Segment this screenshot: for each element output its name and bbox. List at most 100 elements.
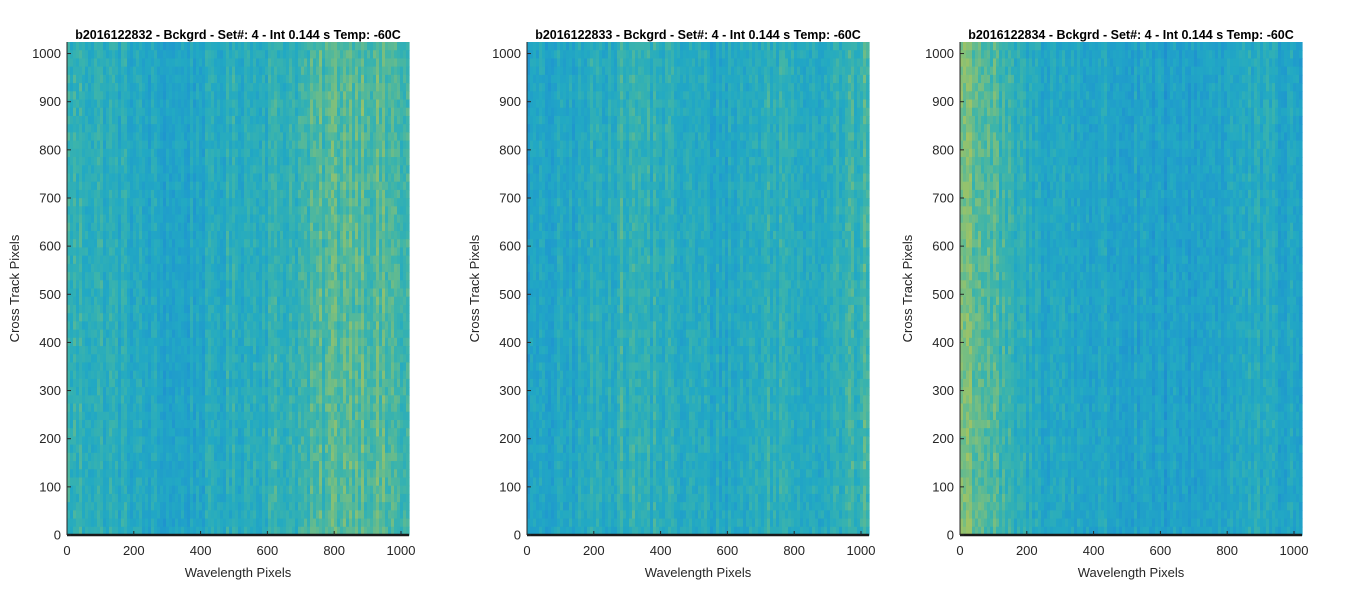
heatmap-cell (121, 477, 125, 487)
heatmap-cell (232, 403, 236, 413)
heatmap-cell (94, 230, 98, 240)
heatmap-cell (139, 132, 143, 142)
heatmap-cell (139, 230, 143, 240)
heatmap-cell (211, 321, 215, 331)
heatmap-cell (244, 157, 248, 166)
heatmap-cell (184, 148, 188, 158)
heatmap-cell (154, 58, 158, 68)
heatmap-cell (217, 362, 221, 372)
heatmap-cell (178, 148, 182, 158)
heatmap-cell (157, 502, 161, 511)
heatmap-cell (103, 329, 107, 339)
heatmap-cell (121, 272, 125, 281)
heatmap-cell (211, 198, 215, 207)
heatmap-cell (91, 91, 95, 101)
heatmap-cell (211, 91, 215, 101)
heatmap-cell (238, 214, 242, 224)
heatmap-cell (235, 214, 239, 224)
heatmap-cell (238, 91, 242, 101)
heatmap-cell (79, 107, 83, 117)
heatmap-cell (253, 296, 257, 306)
heatmap-cell (238, 107, 242, 117)
heatmap-cell (217, 198, 221, 207)
heatmap-cell (241, 124, 245, 133)
heatmap-cell (109, 354, 113, 364)
heatmap-cell (157, 74, 161, 84)
heatmap-cell (166, 132, 170, 142)
heatmap-cell (151, 387, 155, 396)
heatmap-cell (127, 452, 131, 462)
heatmap-cell (85, 280, 89, 290)
heatmap-cell (241, 502, 245, 511)
heatmap-cell (154, 461, 158, 470)
heatmap-cell (199, 198, 203, 207)
heatmap-cell (133, 107, 137, 117)
heatmap-cell (67, 428, 71, 437)
heatmap-cell (205, 403, 209, 413)
heatmap-cell (127, 403, 131, 413)
heatmap-cell (163, 148, 167, 158)
heatmap-cell (82, 74, 86, 84)
heatmap-cell (205, 247, 209, 257)
heatmap-cell (169, 214, 173, 224)
heatmap-cell (211, 140, 215, 150)
heatmap-cell (250, 395, 254, 405)
heatmap-cell (112, 189, 116, 199)
heatmap-cell (166, 485, 170, 495)
heatmap-cell (157, 362, 161, 372)
heatmap-cell (244, 181, 248, 191)
heatmap-cell (241, 99, 245, 109)
heatmap-cell (94, 165, 98, 175)
heatmap-cell (112, 214, 116, 224)
heatmap-cell (100, 411, 104, 421)
heatmap-cell (91, 173, 95, 183)
heatmap-cell (76, 518, 80, 528)
heatmap-cell (217, 387, 221, 396)
heatmap-cell (115, 461, 119, 470)
heatmap-cell (106, 42, 110, 51)
heatmap-cell (220, 419, 224, 429)
heatmap-cell (187, 419, 191, 429)
heatmap-cell (160, 296, 164, 306)
heatmap-cell (130, 91, 134, 101)
heatmap-cell (157, 403, 161, 413)
heatmap-cell (187, 477, 191, 487)
heatmap-cell (160, 189, 164, 199)
heatmap-cell (154, 370, 158, 380)
heatmap-cell (181, 378, 185, 388)
heatmap-cell (175, 198, 179, 207)
heatmap-cell (85, 485, 89, 495)
heatmap-cell (148, 115, 152, 125)
heatmap-cell (193, 50, 197, 60)
heatmap-cell (259, 91, 263, 101)
heatmap-cell (193, 74, 197, 84)
heatmap-cell (100, 165, 104, 175)
heatmap-cell (178, 132, 182, 142)
heatmap-cell (88, 469, 92, 479)
heatmap-cell (259, 502, 263, 511)
heatmap-cell (121, 66, 125, 76)
heatmap-cell (79, 255, 83, 265)
heatmap-cell (139, 329, 143, 339)
heatmap-cell (121, 518, 125, 528)
heatmap-cell (202, 452, 206, 462)
heatmap-cell (91, 198, 95, 207)
heatmap-cell (76, 198, 80, 207)
heatmap-cell (256, 329, 260, 339)
heatmap-cell (196, 337, 200, 347)
heatmap-cell (73, 346, 77, 355)
heatmap-cell (235, 526, 239, 536)
heatmap-cell (106, 510, 110, 520)
heatmap-cell (172, 42, 176, 51)
heatmap-cell (124, 263, 128, 273)
heatmap-cell (166, 526, 170, 536)
heatmap-cell (85, 518, 89, 528)
heatmap-cell (190, 272, 194, 281)
heatmap-cell (115, 99, 119, 109)
heatmap-cell (121, 461, 125, 470)
heatmap-cell (223, 239, 227, 249)
heatmap-cell (100, 510, 104, 520)
heatmap-cell (82, 313, 86, 322)
heatmap-cell (157, 387, 161, 396)
heatmap-cell (82, 263, 86, 273)
